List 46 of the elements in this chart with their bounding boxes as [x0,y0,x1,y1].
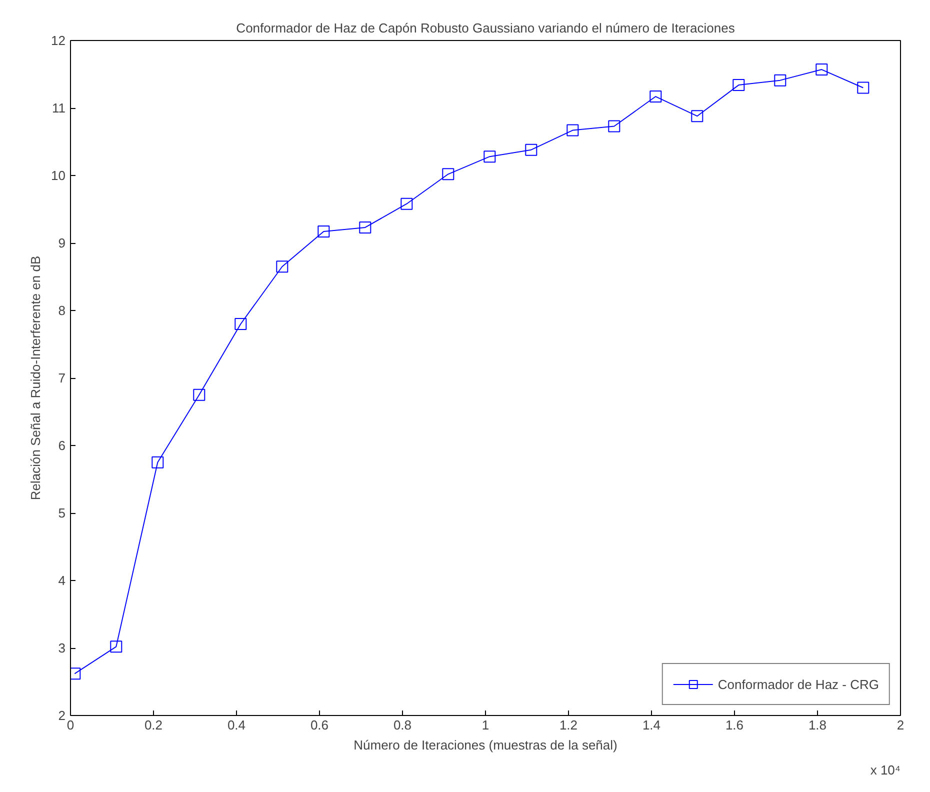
x-tick-label: 1.8 [808,718,827,732]
point [484,150,496,163]
chart-title: Conformador de Haz de Capón Robusto Gaussiano variando el número de Iteraciones [236,20,736,36]
point [276,260,288,273]
point [857,82,870,94]
legend-label: Conformador de Haz - CRG [718,676,879,692]
y-tick-label: 9 [58,236,66,250]
y-tick-label: 10 [51,168,66,183]
point [442,168,454,180]
point [110,640,122,653]
point [152,456,164,468]
y-tick-label: 6 [58,438,66,453]
y-tick-label: 4 [58,573,66,588]
point [359,221,372,234]
x-axis-title: Número de Iteraciones (muestras de la señal) [354,738,618,752]
y-tick-label: 3 [58,640,66,656]
point [193,388,206,401]
point [732,79,745,92]
x-tick-label: 2 [896,718,904,732]
point [691,110,704,122]
point [650,90,662,103]
point [608,120,620,132]
y-tick-label: 12 [51,33,66,48]
point [774,74,786,86]
point [234,318,247,330]
x-tick-label: 1.2 [559,718,578,732]
y-tick-label: 5 [58,506,66,520]
x-tick-label: 0.6 [310,718,329,732]
point [816,64,828,76]
x-tick-label: 1.4 [642,718,661,732]
x-tick-label: 1 [482,718,490,732]
point [400,198,413,210]
x-tick-label: 0 [66,718,74,732]
x-tick-label: 1.6 [725,718,744,732]
y-axis-title: Relación Señal a Ruido-Interferente en dB [28,256,44,500]
x-tick-label: 0.2 [144,718,163,732]
y-tick-label: 7 [58,370,66,386]
text: x 10⁴ [870,762,901,778]
point [525,144,538,156]
x-tick-label: 0.8 [393,718,412,732]
y-tick-label: 8 [58,303,66,318]
y-tick-label: 2 [58,708,66,723]
y-tick-label: 11 [52,100,66,116]
x-tick-label: 0.4 [227,718,246,732]
point [566,124,579,136]
point [318,226,330,238]
